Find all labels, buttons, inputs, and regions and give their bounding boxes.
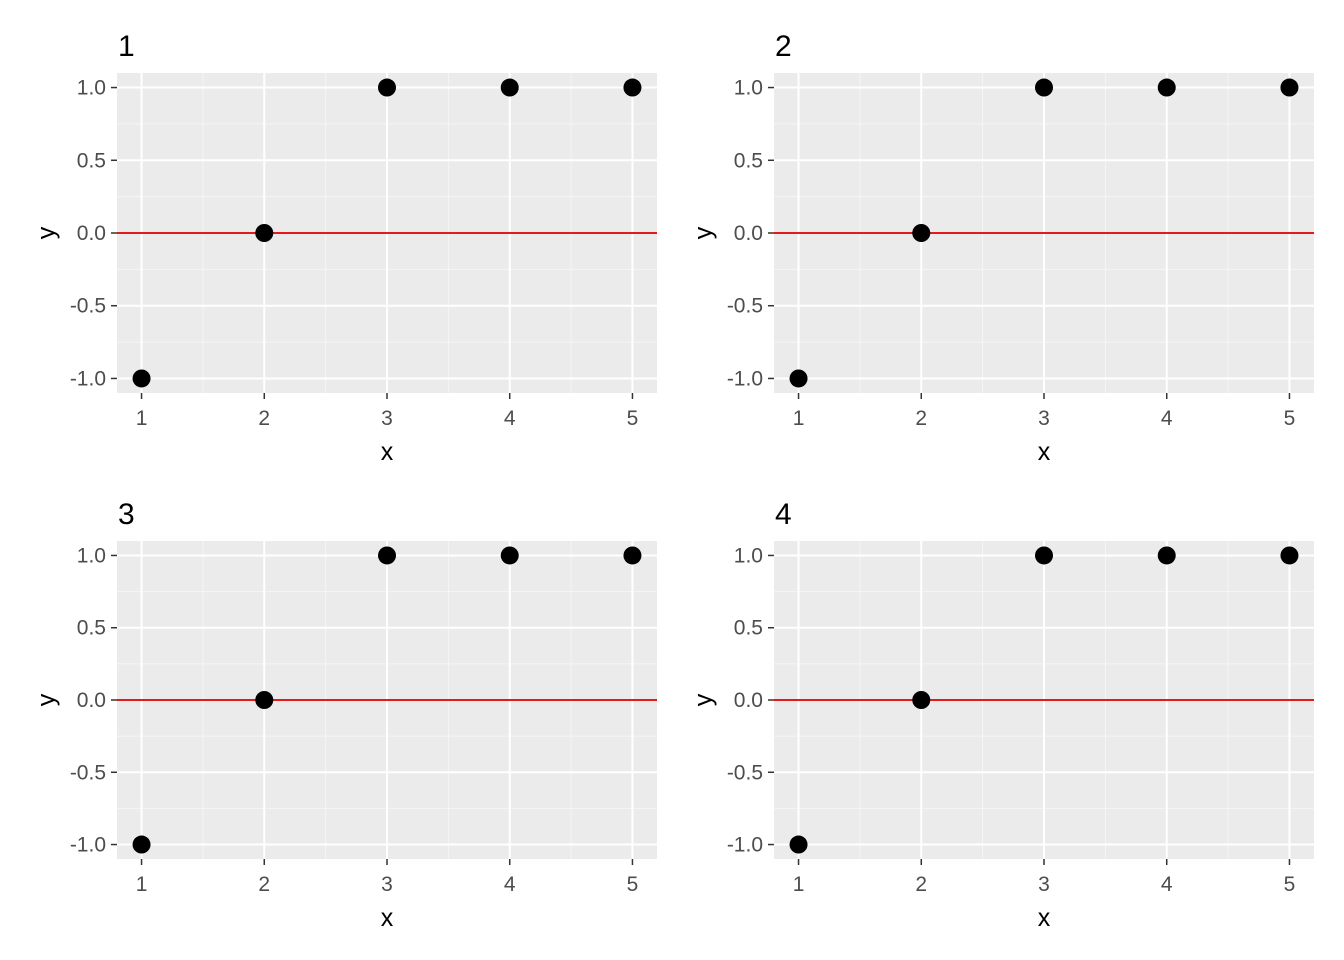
x-tick-label: 3	[1038, 873, 1050, 896]
x-tick-label: 1	[136, 873, 148, 896]
x-tick-label: 1	[793, 873, 805, 896]
y-tick-label: 0.0	[77, 222, 106, 245]
data-point	[789, 369, 808, 388]
panel-title: 1	[118, 30, 135, 63]
y-tick-label: 1.0	[734, 544, 763, 567]
y-tick-label: 1.0	[77, 544, 106, 567]
y-tick-label: 0.5	[77, 617, 106, 640]
data-point	[132, 835, 151, 854]
x-tick-label: 2	[915, 407, 927, 430]
y-axis-title: y	[690, 693, 718, 706]
x-tick-label: 3	[381, 407, 393, 430]
y-tick-label: 0.5	[77, 149, 106, 172]
x-axis-title: x	[381, 904, 394, 932]
x-tick-label: 5	[627, 873, 639, 896]
y-tick-label: -0.5	[727, 295, 763, 318]
data-point	[378, 546, 396, 565]
data-point	[623, 546, 642, 565]
x-tick-label: 4	[504, 873, 516, 896]
y-tick-label: 1.0	[734, 77, 763, 100]
data-point	[255, 224, 274, 242]
data-point	[789, 835, 808, 854]
x-tick-label: 4	[504, 407, 516, 430]
data-point	[132, 369, 151, 388]
panel-title: 4	[775, 498, 792, 531]
data-point	[500, 78, 519, 97]
y-tick-label: 0.0	[734, 689, 763, 712]
x-tick-label: 2	[258, 873, 270, 896]
chart-panel-4: 1 2 3 4 5 -1.0 -0.5 0.0 0.5 1.0 4 x y	[690, 498, 1314, 932]
y-tick-label: -1.0	[727, 834, 763, 857]
y-tick-label: -1.0	[727, 367, 763, 390]
data-point	[378, 78, 396, 97]
y-tick-label: -1.0	[70, 367, 106, 390]
y-tick-label: -0.5	[727, 761, 763, 784]
panel-title: 3	[118, 498, 135, 531]
data-point	[912, 224, 931, 242]
x-tick-label: 3	[381, 873, 393, 896]
y-tick-label: -0.5	[70, 295, 106, 318]
data-point	[623, 78, 642, 97]
x-tick-label: 2	[915, 873, 927, 896]
chart-panel-1: 1 2 3 4 5 -1.0 -0.5 0.0 0.5 1.0 1 x y	[33, 30, 657, 466]
y-tick-label: 0.0	[77, 689, 106, 712]
x-tick-label: 2	[258, 407, 270, 430]
x-tick-label: 5	[1284, 873, 1296, 896]
y-tick-label: -0.5	[70, 761, 106, 784]
data-point	[1280, 546, 1299, 565]
y-tick-label: 0.0	[734, 222, 763, 245]
data-point	[500, 546, 519, 565]
data-point	[1035, 78, 1053, 97]
data-point	[1157, 78, 1176, 97]
x-axis-title: x	[381, 438, 394, 466]
y-axis-title: y	[690, 226, 718, 239]
x-tick-label: 1	[136, 407, 148, 430]
data-point	[1280, 78, 1299, 97]
y-tick-label: -1.0	[70, 834, 106, 857]
x-tick-label: 4	[1161, 407, 1173, 430]
x-axis-title: x	[1038, 438, 1051, 466]
x-tick-label: 5	[1284, 407, 1296, 430]
data-point	[912, 691, 931, 709]
x-tick-label: 5	[627, 407, 639, 430]
x-axis-title: x	[1038, 904, 1051, 932]
x-tick-label: 3	[1038, 407, 1050, 430]
y-tick-label: 1.0	[77, 77, 106, 100]
data-point	[1035, 546, 1053, 565]
y-tick-label: 0.5	[734, 617, 763, 640]
data-point	[255, 691, 274, 709]
chart-panel-3: 1 2 3 4 5 -1.0 -0.5 0.0 0.5 1.0 3 x y	[33, 498, 657, 932]
y-axis-title: y	[33, 693, 61, 706]
chart-panel-2: 1 2 3 4 5 -1.0 -0.5 0.0 0.5 1.0 2 x y	[690, 30, 1314, 466]
x-tick-label: 1	[793, 407, 805, 430]
data-point	[1157, 546, 1176, 565]
x-tick-label: 4	[1161, 873, 1173, 896]
y-tick-label: 0.5	[734, 149, 763, 172]
panel-title: 2	[775, 30, 792, 63]
y-axis-title: y	[33, 226, 61, 239]
